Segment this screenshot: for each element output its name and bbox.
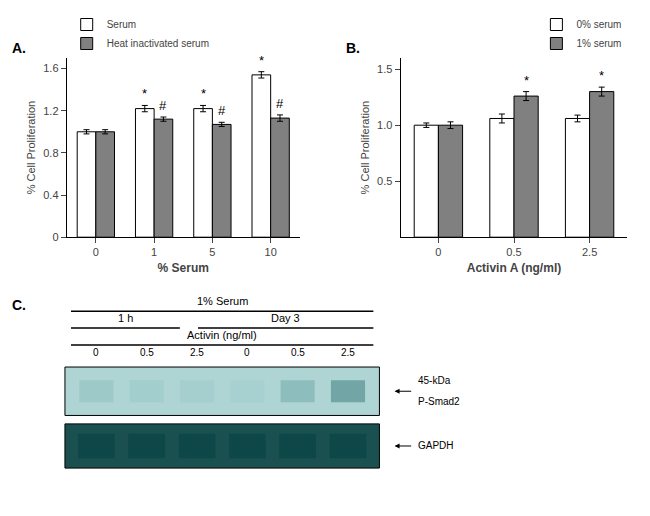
- svg-text:#: #: [218, 103, 226, 118]
- svg-text:% Serum: % Serum: [158, 261, 209, 275]
- svg-text:A.: A.: [12, 40, 26, 56]
- svg-text:5: 5: [209, 246, 215, 258]
- svg-text:#: #: [276, 96, 284, 111]
- svg-text:0: 0: [244, 347, 250, 358]
- svg-text:0.8: 0.8: [43, 147, 58, 159]
- svg-text:10: 10: [265, 246, 277, 258]
- svg-text:Serum: Serum: [107, 19, 136, 30]
- svg-text:*: *: [142, 86, 147, 101]
- svg-text:*: *: [259, 53, 264, 68]
- svg-text:0.5: 0.5: [140, 347, 154, 358]
- svg-text:0% serum: 0% serum: [576, 19, 621, 30]
- svg-text:2.5: 2.5: [341, 347, 355, 358]
- svg-text:0.5: 0.5: [291, 347, 305, 358]
- svg-text:*: *: [599, 68, 604, 83]
- svg-text:1% Serum: 1% Serum: [197, 295, 248, 307]
- svg-text:% Cell Proliferation: % Cell Proliferation: [359, 101, 371, 195]
- svg-text:1 h: 1 h: [118, 312, 133, 324]
- svg-text:0: 0: [435, 246, 441, 258]
- svg-text:2.5: 2.5: [190, 347, 204, 358]
- svg-text:0.5: 0.5: [377, 175, 392, 187]
- svg-text:B.: B.: [346, 40, 360, 56]
- svg-text:Heat inactivated serum: Heat inactivated serum: [107, 38, 209, 49]
- svg-text:0: 0: [93, 347, 99, 358]
- svg-text:Day 3: Day 3: [271, 312, 300, 324]
- svg-text:1% serum: 1% serum: [576, 38, 621, 49]
- svg-text:1.5: 1.5: [377, 63, 392, 75]
- svg-text:0: 0: [93, 246, 99, 258]
- svg-text:0.5: 0.5: [506, 246, 521, 258]
- svg-text:Activin (ng/ml): Activin (ng/ml): [187, 329, 257, 341]
- svg-text:C.: C.: [12, 297, 26, 313]
- svg-text:45-kDa: 45-kDa: [418, 375, 451, 386]
- svg-text:1: 1: [151, 246, 157, 258]
- svg-text:1.0: 1.0: [377, 119, 392, 131]
- svg-text:GAPDH: GAPDH: [418, 440, 454, 451]
- svg-text:*: *: [201, 86, 206, 101]
- svg-text:1.2: 1.2: [43, 105, 58, 117]
- svg-text:Activin A (ng/ml): Activin A (ng/ml): [467, 261, 561, 275]
- svg-text:#: #: [159, 98, 167, 113]
- svg-text:0: 0: [52, 231, 58, 243]
- svg-text:2.5: 2.5: [582, 246, 597, 258]
- svg-text:% Cell Proliferation: % Cell Proliferation: [25, 101, 37, 195]
- svg-text:*: *: [524, 73, 529, 88]
- svg-text:P-Smad2: P-Smad2: [418, 396, 460, 407]
- svg-text:1.6: 1.6: [43, 62, 58, 74]
- svg-text:0.4: 0.4: [43, 189, 58, 201]
